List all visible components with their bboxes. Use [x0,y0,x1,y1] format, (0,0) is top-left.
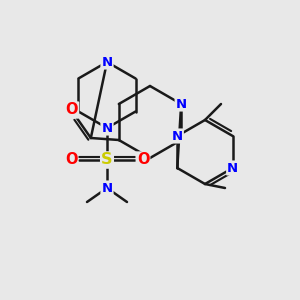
Text: O: O [137,152,149,167]
Text: N: N [101,122,112,134]
Text: N: N [176,98,187,110]
Text: S: S [101,152,113,167]
Text: N: N [227,161,238,175]
Text: O: O [65,152,77,167]
Text: N: N [101,56,112,68]
Text: O: O [66,103,78,118]
Text: N: N [101,182,112,194]
Text: N: N [172,130,183,142]
